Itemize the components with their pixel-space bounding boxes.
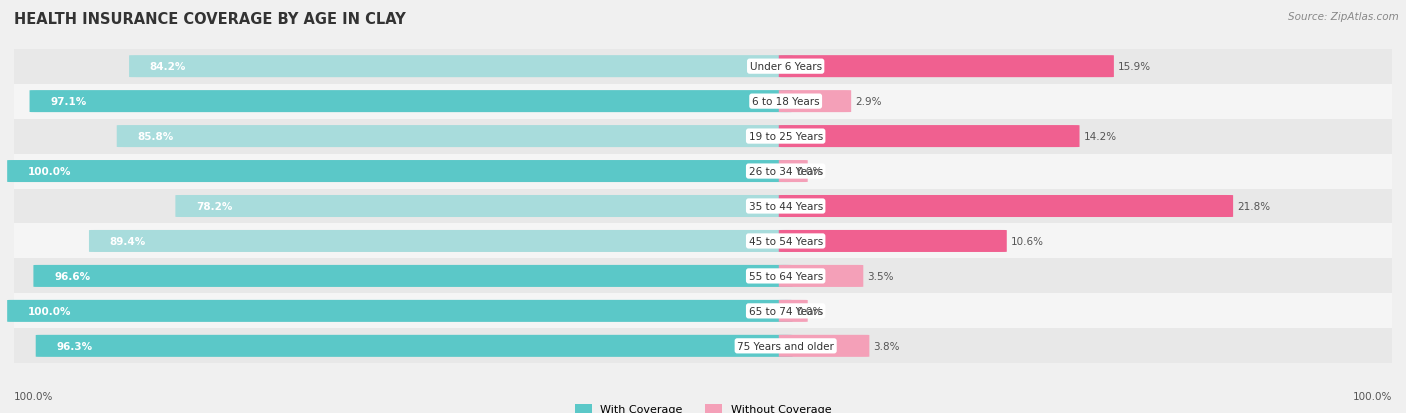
Text: 96.3%: 96.3% <box>56 341 93 351</box>
Text: 45 to 54 Years: 45 to 54 Years <box>748 236 823 247</box>
FancyBboxPatch shape <box>89 230 793 252</box>
FancyBboxPatch shape <box>779 56 1114 78</box>
Text: 65 to 74 Years: 65 to 74 Years <box>748 306 823 316</box>
Text: 6 to 18 Years: 6 to 18 Years <box>752 97 820 107</box>
Text: 2.9%: 2.9% <box>855 97 882 107</box>
FancyBboxPatch shape <box>779 195 1233 218</box>
FancyBboxPatch shape <box>779 126 1080 148</box>
Bar <box>14 50 1392 84</box>
Text: 3.8%: 3.8% <box>873 341 900 351</box>
Text: 84.2%: 84.2% <box>150 62 186 72</box>
Text: 35 to 44 Years: 35 to 44 Years <box>748 202 823 211</box>
FancyBboxPatch shape <box>779 230 1007 252</box>
Text: 3.5%: 3.5% <box>868 271 894 281</box>
Bar <box>14 119 1392 154</box>
Bar <box>14 154 1392 189</box>
FancyBboxPatch shape <box>7 300 793 322</box>
Text: 55 to 64 Years: 55 to 64 Years <box>748 271 823 281</box>
FancyBboxPatch shape <box>34 265 793 287</box>
Bar <box>14 329 1392 363</box>
Text: 0.0%: 0.0% <box>797 166 823 177</box>
Text: 19 to 25 Years: 19 to 25 Years <box>748 132 823 142</box>
Bar <box>14 189 1392 224</box>
FancyBboxPatch shape <box>35 335 793 357</box>
FancyBboxPatch shape <box>129 56 793 78</box>
Text: 14.2%: 14.2% <box>1084 132 1116 142</box>
Text: Under 6 Years: Under 6 Years <box>749 62 821 72</box>
Bar <box>14 224 1392 259</box>
FancyBboxPatch shape <box>779 335 869 357</box>
FancyBboxPatch shape <box>779 265 863 287</box>
Text: 97.1%: 97.1% <box>51 97 86 107</box>
FancyBboxPatch shape <box>176 195 793 218</box>
Text: 85.8%: 85.8% <box>138 132 174 142</box>
Text: 89.4%: 89.4% <box>110 236 146 247</box>
Text: HEALTH INSURANCE COVERAGE BY AGE IN CLAY: HEALTH INSURANCE COVERAGE BY AGE IN CLAY <box>14 12 406 27</box>
Text: 75 Years and older: 75 Years and older <box>737 341 834 351</box>
Text: 15.9%: 15.9% <box>1118 62 1152 72</box>
Text: 100.0%: 100.0% <box>14 391 53 401</box>
Text: 100.0%: 100.0% <box>28 306 72 316</box>
Text: 100.0%: 100.0% <box>28 166 72 177</box>
FancyBboxPatch shape <box>30 91 793 113</box>
Text: Source: ZipAtlas.com: Source: ZipAtlas.com <box>1288 12 1399 22</box>
Text: 21.8%: 21.8% <box>1237 202 1271 211</box>
FancyBboxPatch shape <box>7 161 793 183</box>
Text: 96.6%: 96.6% <box>53 271 90 281</box>
Legend: With Coverage, Without Coverage: With Coverage, Without Coverage <box>575 404 831 413</box>
Text: 100.0%: 100.0% <box>1353 391 1392 401</box>
Bar <box>14 84 1392 119</box>
Bar <box>14 294 1392 329</box>
FancyBboxPatch shape <box>117 126 793 148</box>
Text: 78.2%: 78.2% <box>195 202 232 211</box>
FancyBboxPatch shape <box>779 300 807 322</box>
FancyBboxPatch shape <box>779 161 807 183</box>
Text: 10.6%: 10.6% <box>1011 236 1043 247</box>
Bar <box>14 259 1392 294</box>
Text: 26 to 34 Years: 26 to 34 Years <box>748 166 823 177</box>
FancyBboxPatch shape <box>779 91 851 113</box>
Text: 0.0%: 0.0% <box>797 306 823 316</box>
